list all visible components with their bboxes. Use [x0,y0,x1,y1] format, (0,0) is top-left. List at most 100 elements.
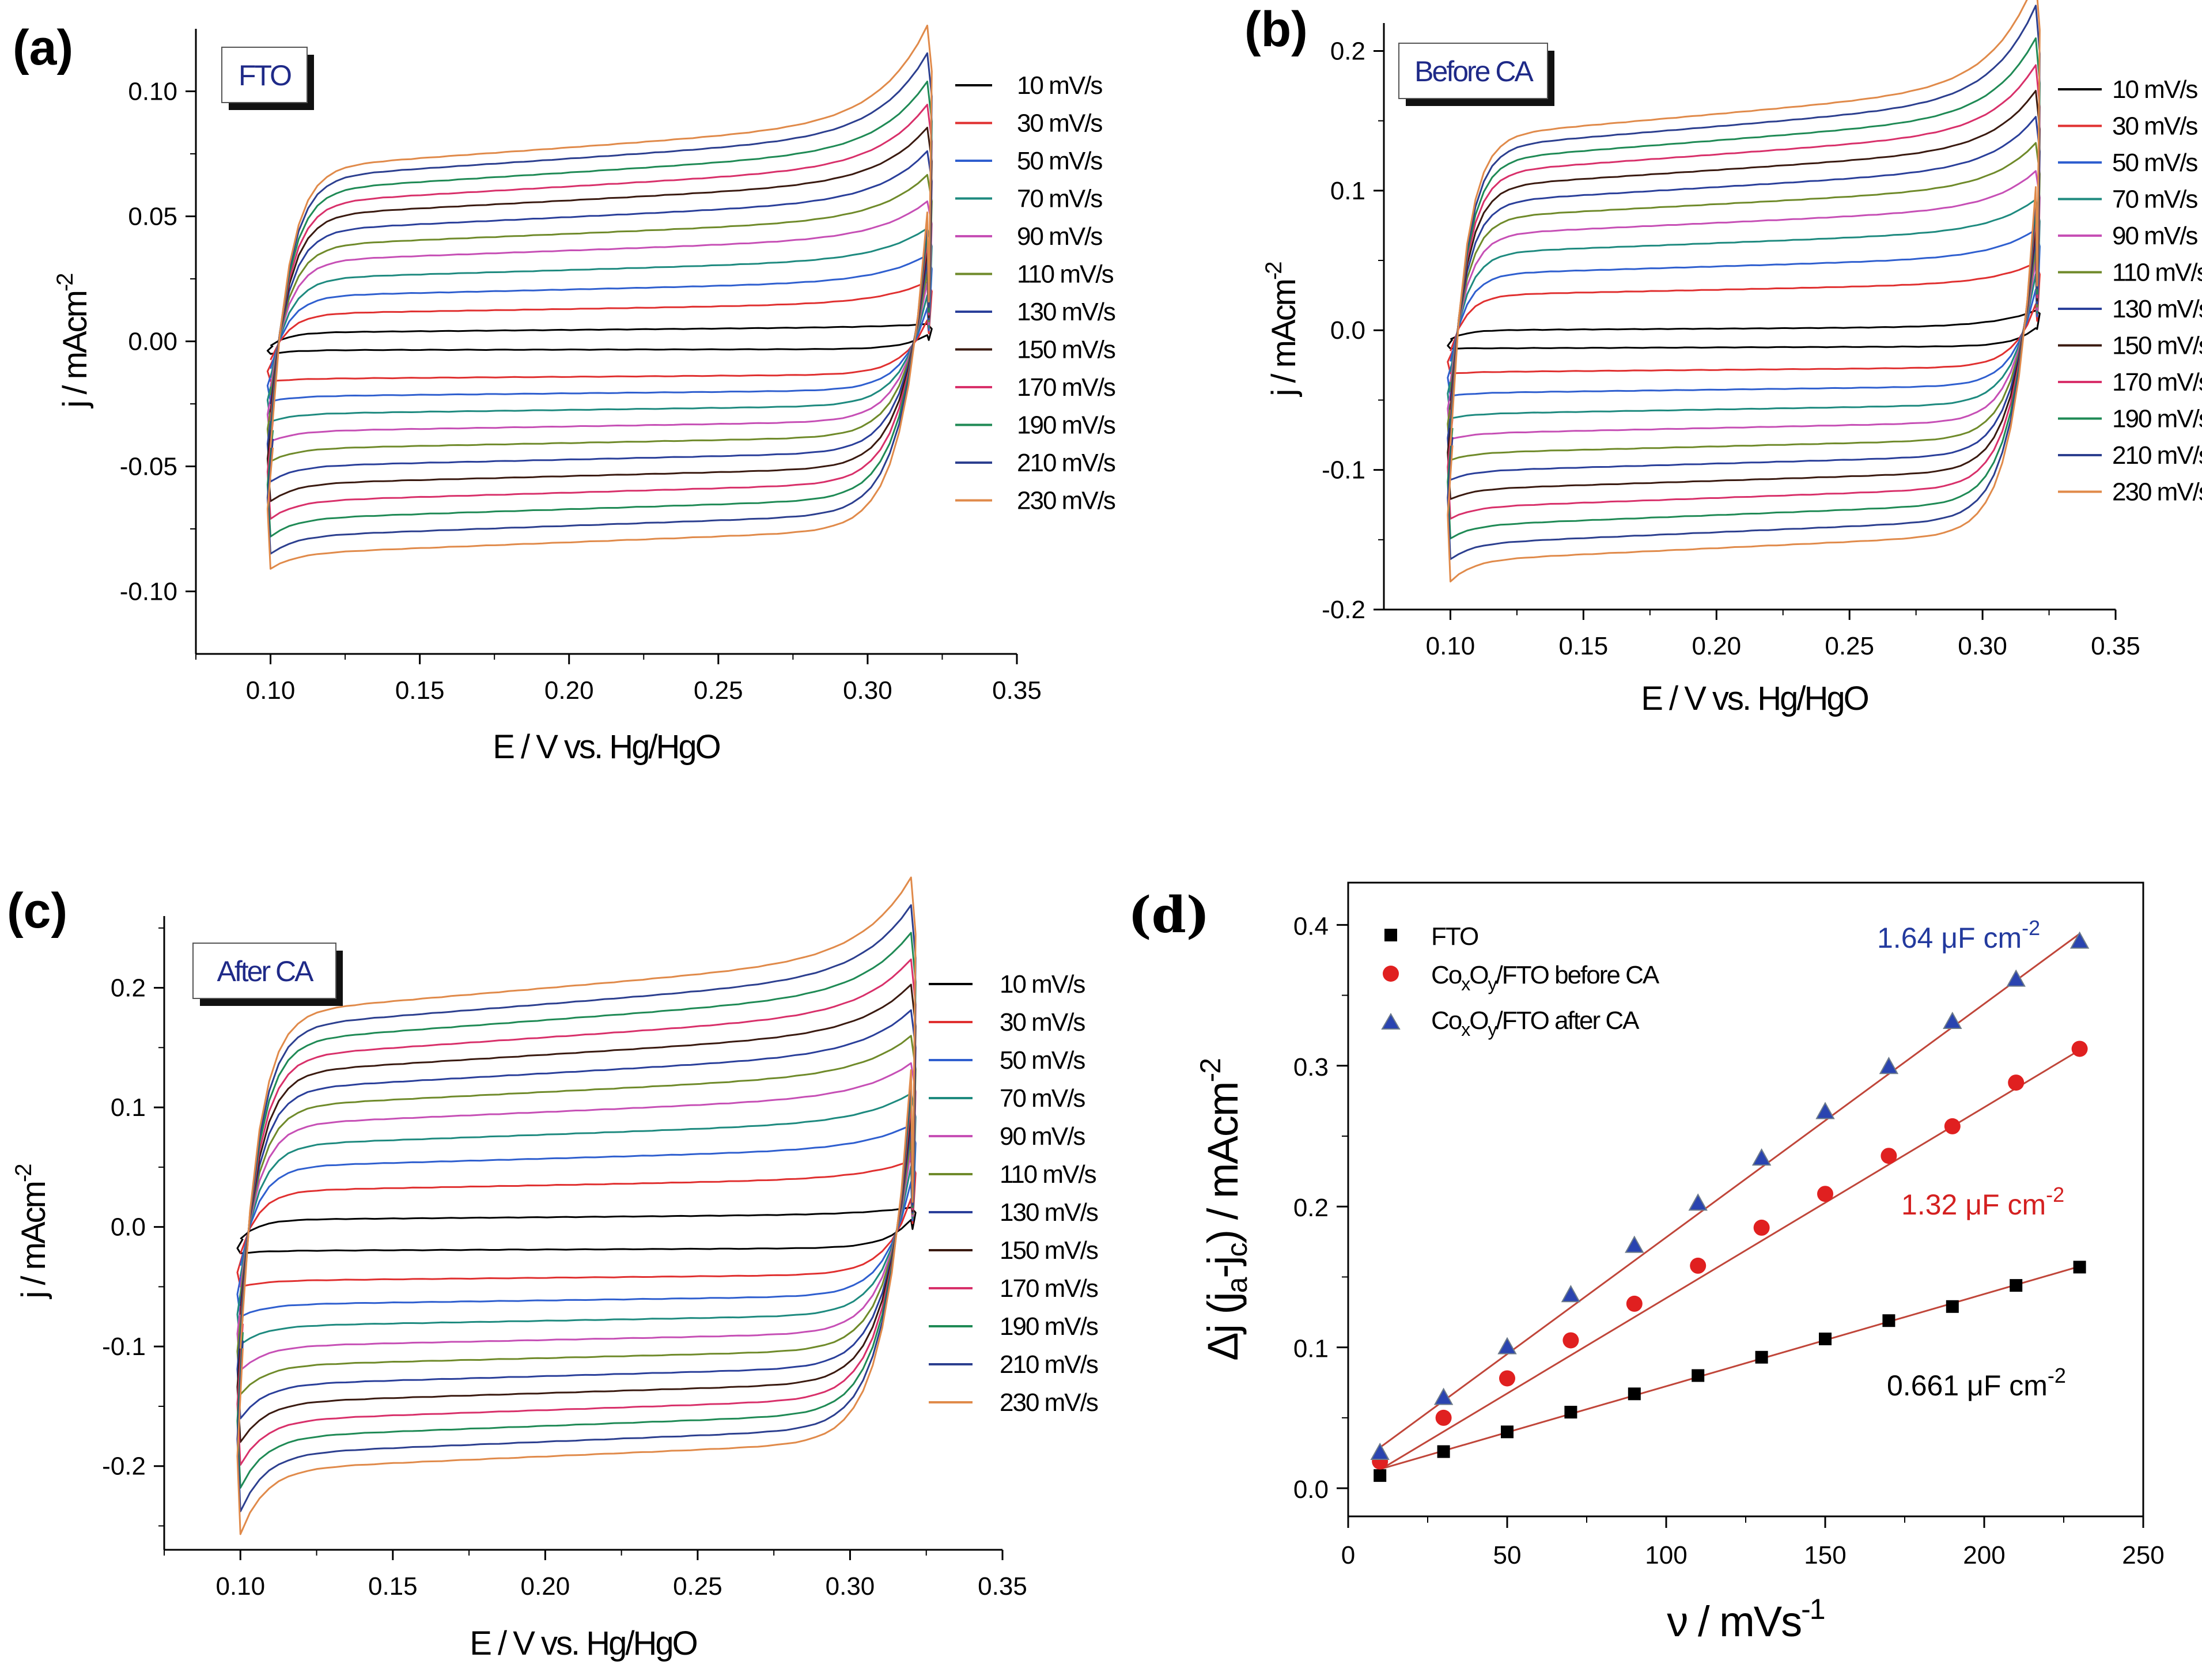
panel-b-cv-curve-30-mv-s [1447,262,2041,374]
panel-c-x-tick-label: 0.15 [368,1572,418,1600]
panel-c-inset-label: After CA [217,955,315,987]
panel-d-x-axis-label: ν / mVs-1 [1667,1593,1824,1645]
panel-b-cv-curve-130-mv-s [1447,116,2041,481]
annotation-fto-sup: -2 [2048,1364,2066,1387]
panel-b-x-ticks: 0.10 0.15 0.20 0.25 0.30 0.35 [1426,610,2140,660]
panel-a-legend-label-50-mv-s: 50 mV/s [1017,147,1102,175]
data-point-after-ca [1688,1193,1708,1211]
data-point-before-ca [1626,1295,1643,1312]
data-point-before-ca [2071,1040,2088,1057]
panel-d-x-axis-label-main: ν / mVs [1667,1598,1801,1645]
panel-d-y-axis-label: Δj (ja-jc) / mAcm-2 [1194,1059,1253,1361]
panel-c-y-tick-label: 0.2 [111,974,146,1002]
panel-c-cv-curve-190-mv-s [236,932,917,1489]
legend-label-after-ca: CoxOy/FTO after CA [1431,1007,1640,1040]
panel-b-x-tick-label: 0.25 [1825,632,1874,660]
data-point-after-ca [2069,931,2090,949]
data-point-after-ca [1625,1235,1644,1253]
panel-d-y-tick-label: 0.3 [1293,1053,1329,1081]
data-point-fto [1501,1425,1514,1439]
panel-a-inset-box: FTO [221,47,314,110]
annotation-fto-value: 0.661 μF cm [1887,1369,2048,1402]
panel-b-legend-label-190-mv-s: 190 mV/s [2112,405,2202,433]
panel-d-y-tick-label: 0.2 [1293,1194,1329,1222]
panel-b-y-tick-label: -0.1 [1322,456,1365,485]
data-point-fto [2010,1279,2023,1292]
data-point-before-ca [1944,1118,1961,1134]
legend-marker-triangle [1381,1012,1401,1030]
panel-d-x-tick-label: 50 [1493,1541,1522,1569]
panel-b-x-tick-label: 0.10 [1426,632,1475,660]
panel-d: (d) 0 50 100 150 200 250 0.0 0.1 0.2 0.3 0.4 FTO … [1128,881,2165,1645]
panel-c-y-axis-label-sup: -2 [11,1164,36,1182]
panel-a-cv-curve-150-mv-s [266,127,933,502]
panel-b-y-tick-label: 0.0 [1330,316,1365,345]
panel-d-y-label-3: ) / mAcm [1199,1083,1247,1244]
panel-b-legend-label-90-mv-s: 90 mV/s [2112,222,2197,250]
panel-c-x-axis-label: E / V vs. Hg/HgO [470,1625,697,1662]
data-point-after-ca [1497,1337,1517,1354]
panel-a-cv-curve-210-mv-s [266,52,933,555]
panel-c-axes [163,916,1002,1551]
data-point-after-ca [1433,1387,1454,1405]
panel-b-legend-label-230-mv-s: 230 mV/s [2112,478,2202,506]
panel-c-y-tick-label: -0.1 [102,1333,146,1361]
legend-label-before-ca: CoxOy/FTO before CA [1431,961,1660,994]
panel-a-inset-label: FTO [239,59,291,92]
panel-c-inset-box: After CA [192,943,343,1006]
panel-a-curves [266,24,933,570]
panel-a-x-tick-label: 0.35 [992,676,1042,705]
panel-d-y-label-1: Δj (j [1199,1293,1247,1361]
panel-d-legend: FTO CoxOy/FTO before CA CoxOy/FTO after … [1381,922,1661,1040]
legend-after-sub1: x [1461,1019,1470,1040]
panel-a-legend-label-130-mv-s: 130 mV/s [1017,298,1115,326]
data-point-before-ca [1562,1332,1579,1349]
panel-c-cv-curve-50-mv-s [236,1124,917,1318]
panel-c: (c) 0.10 0.15 0.20 0.25 0.30 0.35 -0.2 -0.1 0.0… [7,876,1099,1662]
data-point-after-ca [1879,1057,1899,1074]
panel-c-x-tick-label: 0.30 [826,1572,875,1600]
panel-b-legend-label-110-mv-s: 110 mV/s [2112,259,2202,287]
panel-b-y-tick-label: 0.1 [1330,177,1365,205]
legend-before-prefix: Co [1431,961,1462,989]
panel-a: (a) 0.10 0.15 0.20 0.25 0.30 0.35 -0.10 -0.05 0… [13,20,1117,766]
data-point-fto [1374,1469,1387,1482]
panel-a-cv-curve-130-mv-s [266,150,933,483]
panel-c-legend-label-90-mv-s: 90 mV/s [1000,1122,1085,1151]
panel-d-x-tick-label: 250 [2122,1541,2164,1569]
panel-d-y-label-sup: -2 [1194,1059,1227,1083]
panel-b-cv-curve-10-mv-s [1447,309,2041,350]
panel-a-y-axis-label-sup: -2 [52,274,78,292]
panel-a-y-tick-label: -0.05 [120,453,177,481]
panel-c-cv-curve-110-mv-s [236,1035,917,1395]
panel-a-x-tick-label: 0.10 [246,676,296,705]
annotation-before-value: 1.32 μF cm [1901,1189,2046,1221]
panel-d-fit-lines [1379,933,2080,1471]
annotation-after-value: 1.64 μF cm [1877,922,2022,954]
annotation-before-ca-slope: 1.32 μF cm-2 [1901,1183,2064,1221]
panel-d-y-tick-label: 0.4 [1293,912,1329,940]
panel-d-label: (d) [1128,886,1210,944]
panel-d-y-tick-label: 0.1 [1293,1335,1329,1363]
panel-c-curves [236,876,917,1535]
panel-a-axes [195,29,1017,655]
panel-b-legend-label-50-mv-s: 50 mV/s [2112,149,2197,177]
panel-c-y-axis-label: j / mAcm-2 [11,1164,52,1300]
panel-b-legend-label-30-mv-s: 30 mV/s [2112,112,2197,141]
panel-a-label: (a) [13,20,73,75]
panel-c-legend-label-210-mv-s: 210 mV/s [1000,1350,1098,1379]
panel-b-legend-label-70-mv-s: 70 mV/s [2112,186,2197,214]
annotation-fto-slope: 0.661 μF cm-2 [1887,1364,2066,1402]
data-point-before-ca [2008,1074,2025,1091]
legend-marker-circle [1383,966,1399,982]
panel-a-legend-label-10-mv-s: 10 mV/s [1017,71,1102,100]
panel-d-points [1370,931,2090,1482]
panel-c-legend-label-30-mv-s: 30 mV/s [1000,1008,1085,1036]
panel-d-x-axis-label-sup: -1 [1801,1593,1825,1625]
panel-c-legend-label-170-mv-s: 170 mV/s [1000,1274,1098,1303]
panel-d-y-ticks: 0.0 0.1 0.2 0.3 0.4 [1293,912,1348,1504]
data-point-before-ca [1817,1186,1833,1202]
panel-c-y-ticks: -0.2 -0.1 0.0 0.1 0.2 [102,927,164,1527]
panel-a-x-ticks: 0.10 0.15 0.20 0.25 0.30 0.35 [195,654,1042,705]
panel-d-x-tick-label: 0 [1341,1541,1355,1569]
